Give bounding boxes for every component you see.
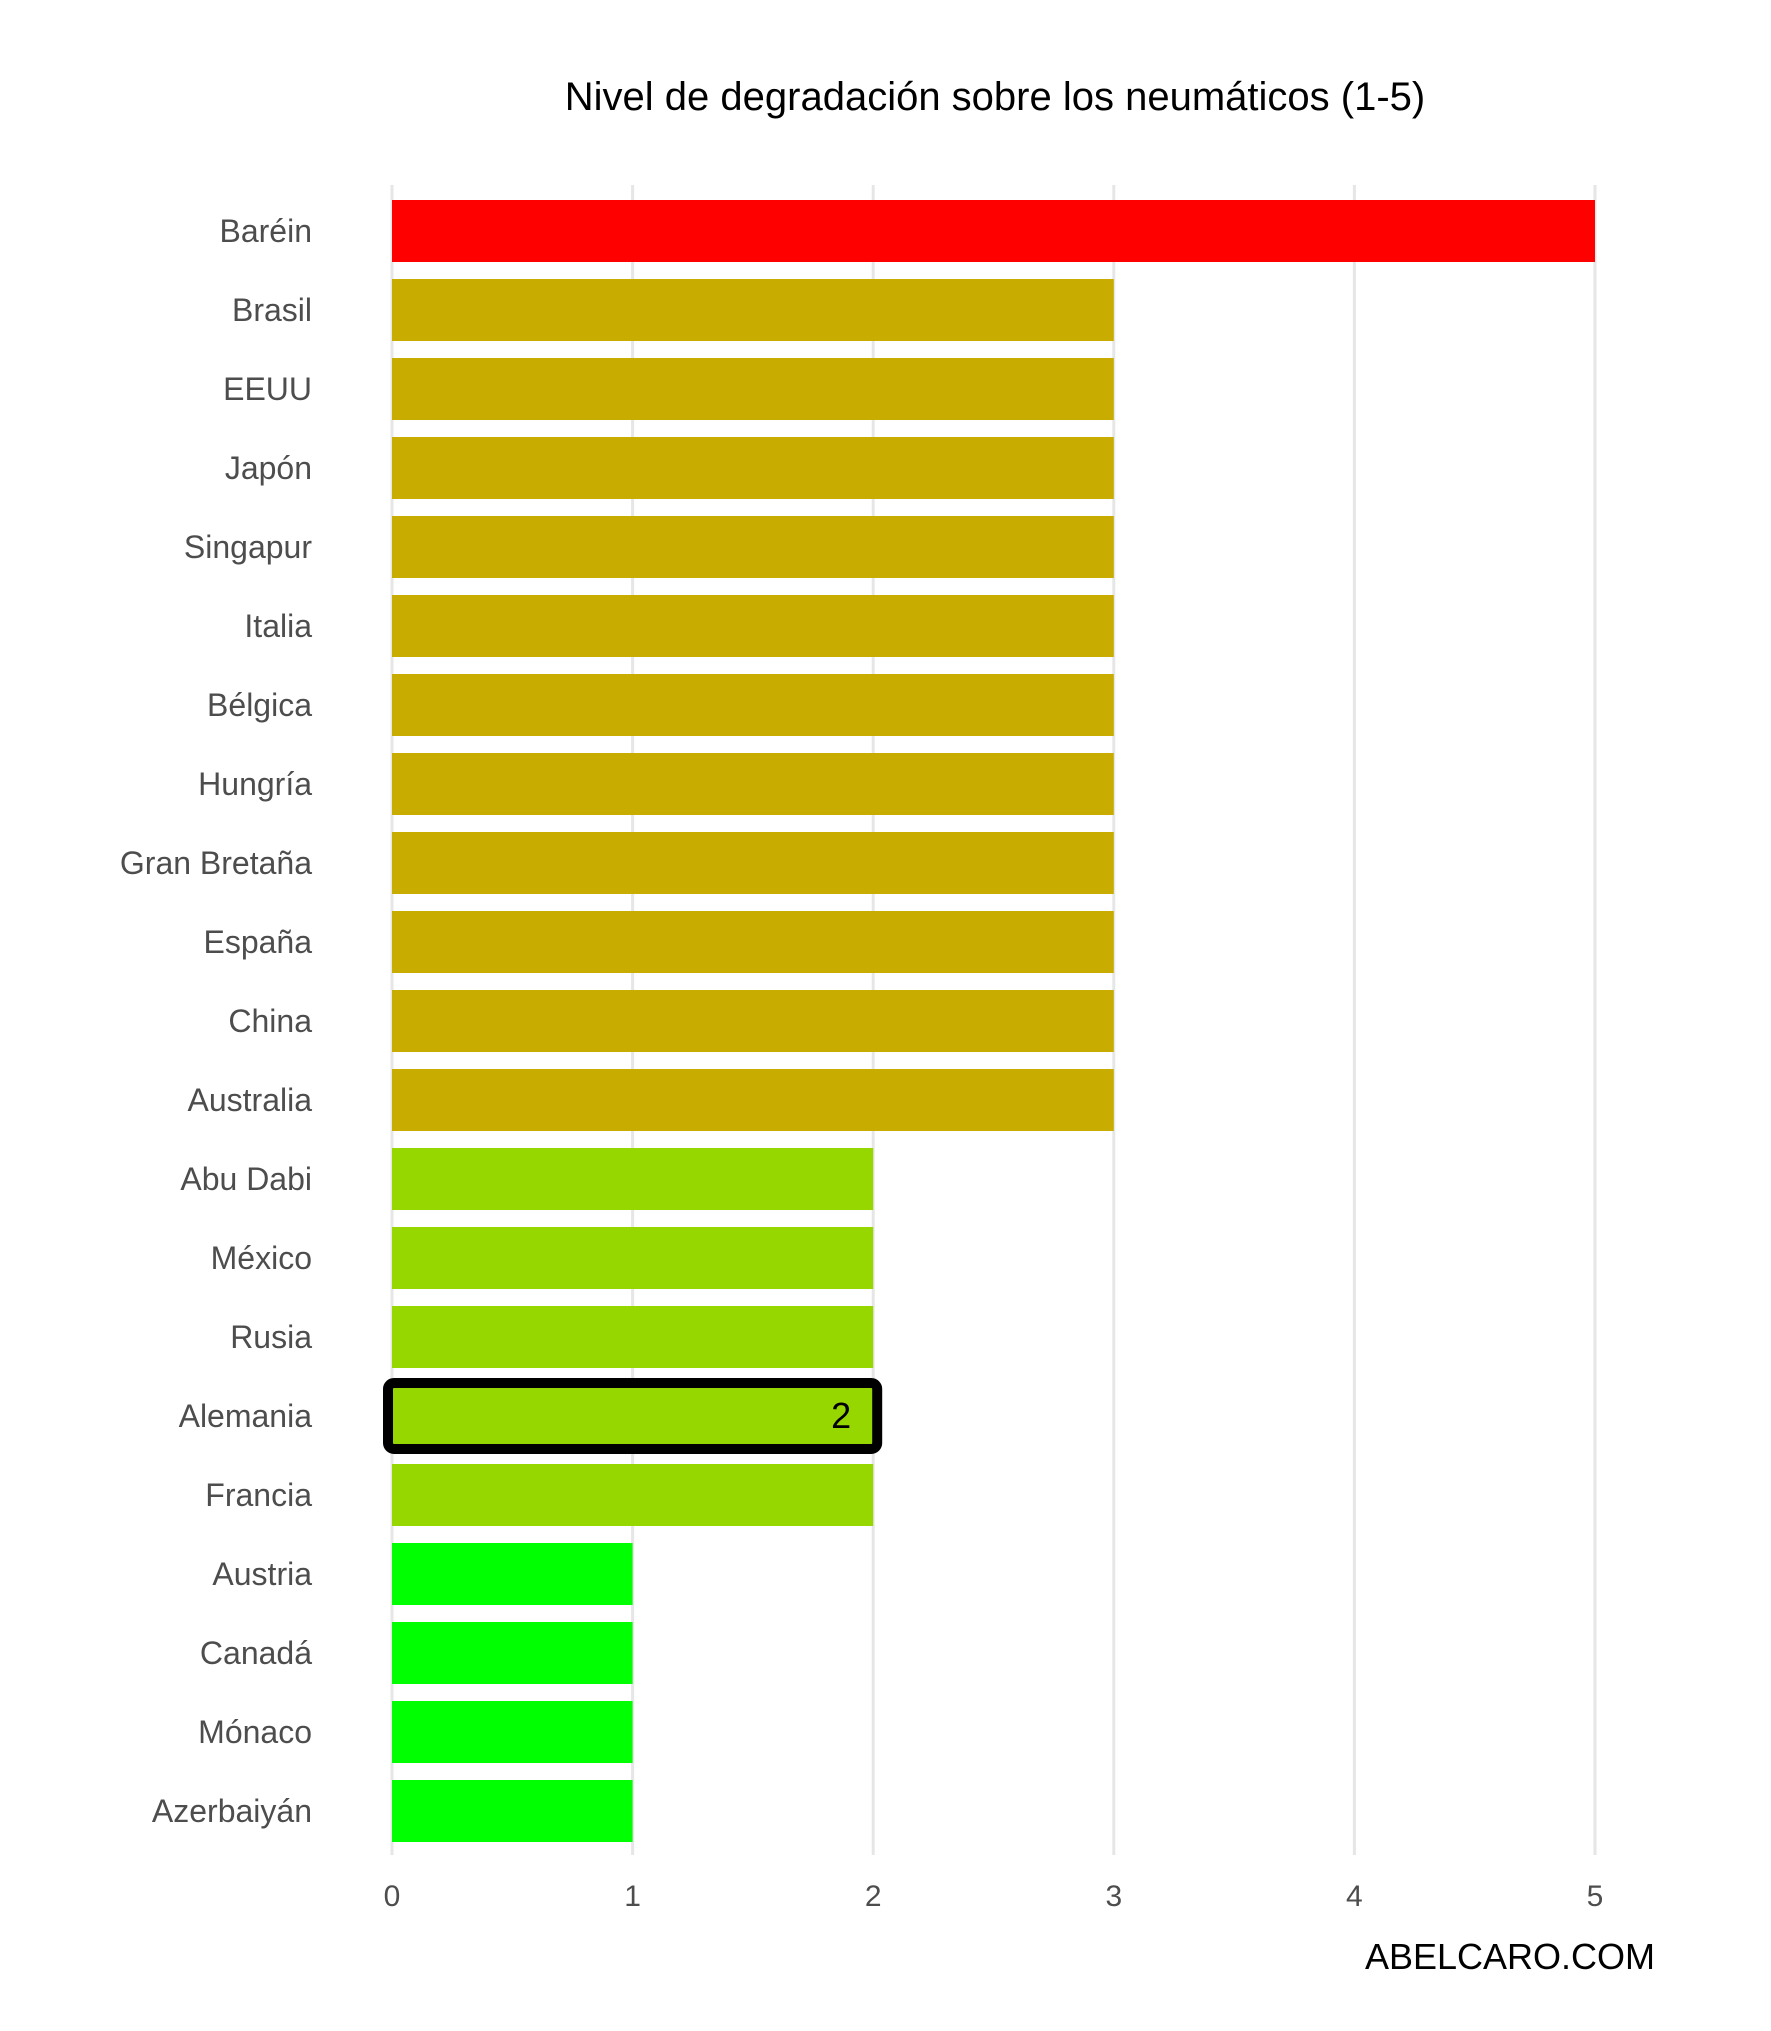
bar — [392, 358, 1114, 420]
category-label: Austria — [212, 1556, 312, 1592]
bar — [392, 1701, 633, 1763]
category-label: Francia — [205, 1477, 312, 1513]
x-tick-label: 0 — [384, 1880, 401, 1913]
category-label: Canadá — [200, 1635, 312, 1671]
ticks-layer: 0 1 2 3 4 5 — [384, 1880, 1604, 1913]
category-label: Italia — [244, 608, 312, 644]
category-label: EEUU — [223, 371, 312, 407]
category-label: Singapur — [184, 529, 312, 565]
x-tick-label: 1 — [624, 1880, 641, 1913]
bar — [392, 516, 1114, 578]
bar — [392, 595, 1114, 657]
bar — [392, 1069, 1114, 1131]
category-label: España — [203, 924, 312, 960]
bar — [392, 437, 1114, 499]
x-tick-label: 5 — [1587, 1880, 1604, 1913]
bar-highlighted — [383, 1378, 883, 1454]
bar — [392, 1780, 633, 1842]
category-label: Australia — [188, 1082, 313, 1118]
category-label: Brasil — [232, 292, 312, 328]
bar — [392, 1148, 874, 1210]
x-tick-label: 4 — [1346, 1880, 1363, 1913]
bar — [392, 279, 1114, 341]
x-tick-label: 2 — [865, 1880, 882, 1913]
category-label: Bélgica — [207, 687, 312, 723]
category-label: Abu Dabi — [180, 1161, 312, 1197]
category-label: China — [228, 1003, 312, 1039]
bar — [392, 990, 1114, 1052]
bar — [392, 753, 1114, 815]
category-label: Hungría — [198, 766, 312, 802]
bar-value-label: 2 — [831, 1395, 851, 1436]
chart-title: Nivel de degradación sobre los neumático… — [565, 75, 1425, 119]
x-tick-label: 3 — [1105, 1880, 1122, 1913]
bar — [392, 1622, 633, 1684]
category-label: Mónaco — [198, 1714, 312, 1750]
bar — [392, 911, 1114, 973]
category-label: Baréin — [220, 213, 313, 249]
category-label: Azerbaiyán — [152, 1793, 312, 1829]
bar — [392, 674, 1114, 736]
bar — [392, 1464, 874, 1526]
bar — [392, 200, 1595, 262]
category-label: Japón — [225, 450, 312, 486]
bar — [392, 1306, 874, 1368]
category-label: Gran Bretaña — [120, 845, 312, 881]
bar — [392, 832, 1114, 894]
category-label: Rusia — [230, 1319, 312, 1355]
category-label: Alemania — [179, 1398, 313, 1434]
bar — [392, 1227, 874, 1289]
labels-layer: Baréin Brasil EEUU Japón Singapur Italia Bélgi… — [120, 213, 312, 1829]
category-label: México — [211, 1240, 312, 1276]
bars-layer: 2 — [383, 200, 1595, 1842]
bar — [392, 1543, 633, 1605]
credit-text: ABELCARO.COM — [1365, 1936, 1655, 1977]
